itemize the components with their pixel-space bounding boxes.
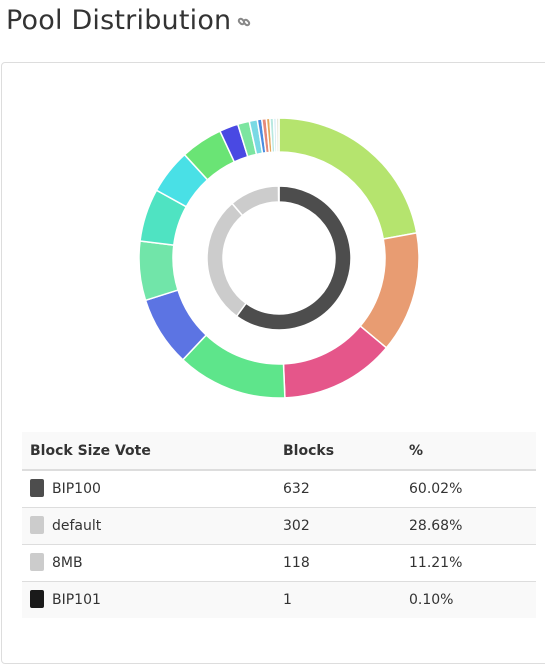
percent-cell: 60.02% <box>401 470 536 508</box>
color-swatch <box>30 516 44 534</box>
blocks-cell: 632 <box>275 470 401 508</box>
block-size-vote-table-wrap: Block Size Vote Blocks % BIP100 632 60.0… <box>22 432 536 618</box>
blocks-cell: 1 <box>275 582 401 619</box>
color-swatch <box>30 590 44 608</box>
table-row: default 302 28.68% <box>22 508 536 545</box>
pool-distribution-donut-chart <box>0 0 545 420</box>
blocks-cell: 302 <box>275 508 401 545</box>
table-row: BIP101 1 0.10% <box>22 582 536 619</box>
vote-name-cell: 8MB <box>22 545 275 582</box>
vote-name: BIP101 <box>52 592 101 608</box>
vote-name: 8MB <box>52 555 83 571</box>
block-size-vote-table: Block Size Vote Blocks % BIP100 632 60.0… <box>22 432 536 618</box>
header-block-size-vote: Block Size Vote <box>22 432 275 470</box>
color-swatch <box>30 553 44 571</box>
inner-ring-slice-default[interactable] <box>207 203 246 316</box>
inner-ring <box>207 186 351 330</box>
vote-name: default <box>52 518 101 534</box>
blocks-cell: 118 <box>275 545 401 582</box>
percent-cell: 0.10% <box>401 582 536 619</box>
outer-ring-slice-0[interactable] <box>279 118 417 239</box>
vote-name: BIP100 <box>52 481 101 497</box>
color-swatch <box>30 479 44 497</box>
table-header-row: Block Size Vote Blocks % <box>22 432 536 470</box>
vote-name-cell: BIP100 <box>22 470 275 508</box>
inner-ring-slice-8mb[interactable] <box>232 186 279 216</box>
percent-cell: 11.21% <box>401 545 536 582</box>
header-percent: % <box>401 432 536 470</box>
outer-ring-slice-1[interactable] <box>360 233 419 348</box>
table-row: 8MB 118 11.21% <box>22 545 536 582</box>
outer-ring <box>139 118 419 398</box>
vote-name-cell: BIP101 <box>22 582 275 619</box>
table-row: BIP100 632 60.02% <box>22 470 536 508</box>
outer-ring-slice-5[interactable] <box>139 241 178 300</box>
vote-name-cell: default <box>22 508 275 545</box>
header-blocks: Blocks <box>275 432 401 470</box>
outer-ring-slice-17[interactable] <box>276 118 279 152</box>
outer-ring-slice-2[interactable] <box>283 326 386 398</box>
percent-cell: 28.68% <box>401 508 536 545</box>
